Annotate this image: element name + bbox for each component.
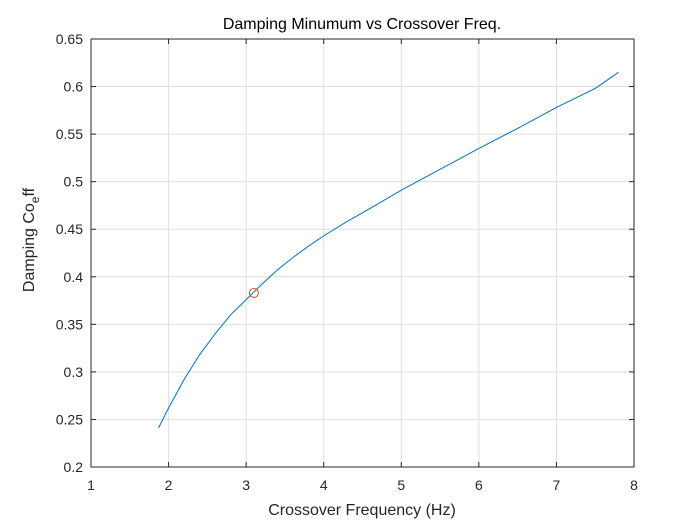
x-tick-label: 7 xyxy=(553,477,561,493)
series-line xyxy=(158,71,619,429)
y-tick-label: 0.6 xyxy=(64,79,84,95)
plot-area-background xyxy=(91,39,634,467)
y-tick-label: 0.25 xyxy=(56,411,83,427)
y-axis-title-main: Damping Co xyxy=(21,203,38,292)
y-tick-label: 0.35 xyxy=(56,316,83,332)
x-tick-label: 2 xyxy=(165,477,173,493)
chart-title: Damping Minumum vs Crossover Freq. xyxy=(223,16,501,33)
y-tick-label: 0.55 xyxy=(56,126,83,142)
x-tick-label: 8 xyxy=(630,477,638,493)
x-tick-labels: 1 2 3 4 5 6 7 8 xyxy=(87,477,638,493)
x-tick-label: 5 xyxy=(397,477,405,493)
series-group xyxy=(158,71,619,429)
x-tick-label: 6 xyxy=(475,477,483,493)
y-tick-label: 0.3 xyxy=(64,364,84,380)
y-axis-title: Damping Coeff xyxy=(21,187,42,292)
y-axis-title-subscript: e xyxy=(28,196,42,203)
x-tick-label: 3 xyxy=(242,477,250,493)
y-tick-label: 0.4 xyxy=(64,269,84,285)
ticks xyxy=(90,38,635,468)
marker-group xyxy=(248,287,259,298)
x-tick-label: 1 xyxy=(87,477,95,493)
y-axis-title-tail: ff xyxy=(21,187,38,196)
x-tick-label: 4 xyxy=(320,477,328,493)
y-tick-labels: 0.2 0.25 0.3 0.35 0.4 0.45 0.5 0.55 0.6 0.65 xyxy=(56,31,83,475)
plot-box xyxy=(90,38,635,468)
x-axis-title: Crossover Frequency (Hz) xyxy=(268,502,456,519)
y-tick-label: 0.5 xyxy=(64,174,84,190)
data-point-marker xyxy=(248,287,259,298)
y-tick-label: 0.2 xyxy=(64,459,84,475)
y-tick-label: 0.45 xyxy=(56,221,83,237)
y-tick-label: 0.65 xyxy=(56,31,83,47)
